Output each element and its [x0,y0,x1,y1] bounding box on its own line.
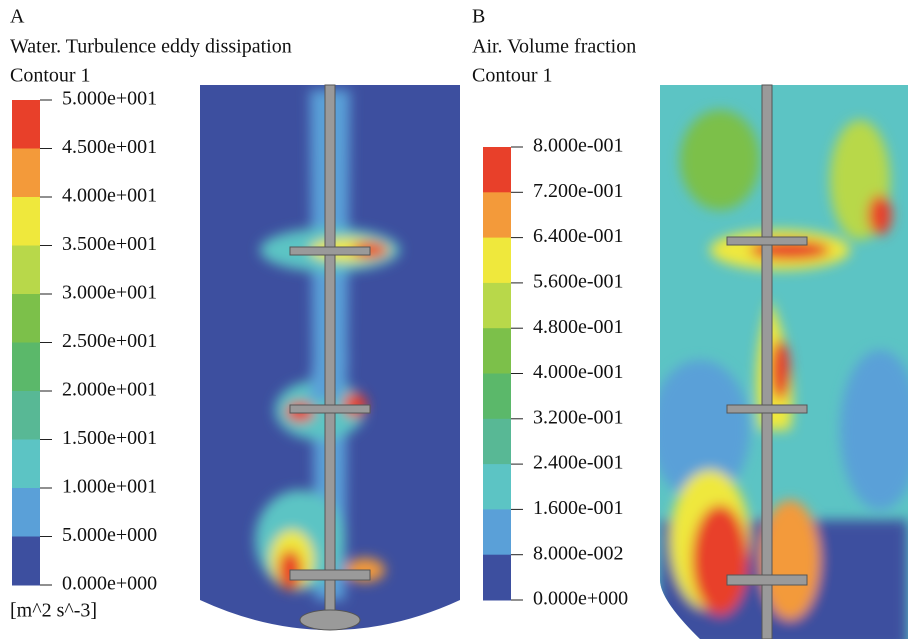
panel-title: Water. Turbulence eddy dissipation [10,36,292,58]
colorbar-label: 1.500e+001 [62,427,157,449]
colorbar-label: 8.000e-001 [533,135,624,157]
colorbar-segment [12,294,40,343]
panel-label: B [472,6,485,28]
colorbar-label: 2.400e-001 [533,452,624,474]
colorbar-label: 3.000e+001 [62,282,157,304]
colorbar-label: 2.000e+001 [62,379,157,401]
colorbar-label: 4.000e-001 [533,361,624,383]
colorbar-label: 3.500e+001 [62,233,157,255]
colorbar-segment [12,536,40,586]
colorbar-label: 5.000e+001 [62,88,157,110]
colorbar-label: 8.000e-002 [533,542,624,564]
colorbar-segment [483,464,511,510]
colorbar-segment [12,197,40,246]
colorbar-segment [483,282,511,329]
colorbar-segment [12,342,40,392]
colorbar-segment [12,488,40,537]
colorbar-segment [12,100,40,149]
colorbar-segment [483,192,511,239]
colorbar-segment [483,554,511,601]
colorbar-label: 4.500e+001 [62,136,157,158]
colorbar-segment [12,439,40,489]
colorbar-segment [483,147,511,193]
colorbar-label: 1.000e+001 [62,476,157,498]
impellers [289,84,808,639]
unit-label: [m^2 s^-3] [10,600,97,622]
panel-subtitle: Contour 1 [472,65,553,87]
colorbar-segment [483,328,511,374]
colorbar-segment [12,245,40,295]
colorbar-label: 0.000e+000 [62,573,157,595]
colorbar-segment [483,373,511,420]
colorbar-label: 7.200e-001 [533,180,624,202]
colorbar-segment [12,391,40,440]
colorbar-segment [483,509,511,556]
panel-title: Air. Volume fraction [472,36,636,58]
colorbar-label: 3.200e-001 [533,406,624,428]
panel-subtitle: Contour 1 [10,65,91,87]
colorbar-label: 6.400e-001 [533,225,624,247]
contour-b [660,85,908,639]
colorbar-segment [483,237,511,284]
colorbar-label: 5.000e+000 [62,524,157,546]
colorbar-segment [12,148,40,198]
colorbar-label: 4.800e-001 [533,316,624,338]
colorbar-label: 0.000e+000 [533,588,628,610]
colorbar-segment [483,418,511,465]
colorbar-label: 4.000e+001 [62,185,157,207]
panel-label: A [10,6,25,28]
colorbar-label: 2.500e+001 [62,330,157,352]
colorbar-label: 5.600e-001 [533,270,624,292]
colorbar-label: 1.600e-001 [533,497,624,519]
